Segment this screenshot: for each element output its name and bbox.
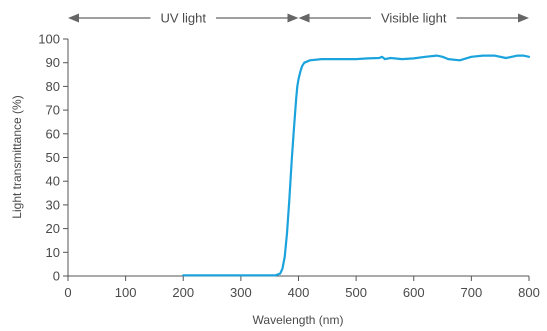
transmittance-series-line [182, 54, 531, 277]
plot-area [182, 54, 531, 277]
axes: 0 10 20 30 40 50 60 70 80 90 100 0 100 200 300 400 500 60… [38, 32, 540, 301]
y-tick-label: 40 [46, 174, 60, 189]
x-tick-label: 500 [345, 285, 367, 300]
y-tick-label: 80 [46, 79, 60, 94]
x-tick-label: 300 [230, 285, 252, 300]
band-uv: UV light [68, 11, 299, 26]
x-tick-label: 600 [403, 285, 425, 300]
y-tick-label: 20 [46, 221, 60, 236]
y-tick-label: 30 [46, 197, 60, 212]
y-tick-label: 90 [46, 55, 60, 70]
band-label: UV light [160, 11, 206, 26]
spectrum-bands: UV light Visible light [68, 11, 529, 26]
x-tick-label: 400 [288, 285, 310, 300]
y-axis-title: Light transmittance (%) [10, 95, 24, 218]
y-tick-label: 100 [38, 32, 60, 47]
x-tick-label: 200 [172, 285, 194, 300]
x-axis-title: Wavelength (nm) [253, 313, 344, 327]
y-tick-label: 50 [46, 150, 60, 165]
band-label: Visible light [381, 11, 447, 26]
y-tick-label: 0 [53, 269, 60, 284]
y-tick-label: 70 [46, 103, 60, 118]
x-tick-label: 700 [461, 285, 483, 300]
band-arrowhead-right [287, 13, 299, 23]
x-tick-label: 100 [115, 285, 137, 300]
x-tick-label: 0 [64, 285, 71, 300]
band-arrowhead-left [68, 13, 79, 23]
y-tick-label: 60 [46, 126, 60, 141]
band-visible: Visible light [298, 11, 529, 26]
y-tick-label: 10 [46, 245, 60, 260]
band-arrowhead-right [518, 13, 529, 23]
x-tick-label: 800 [518, 285, 540, 300]
band-arrowhead-left [298, 13, 310, 23]
